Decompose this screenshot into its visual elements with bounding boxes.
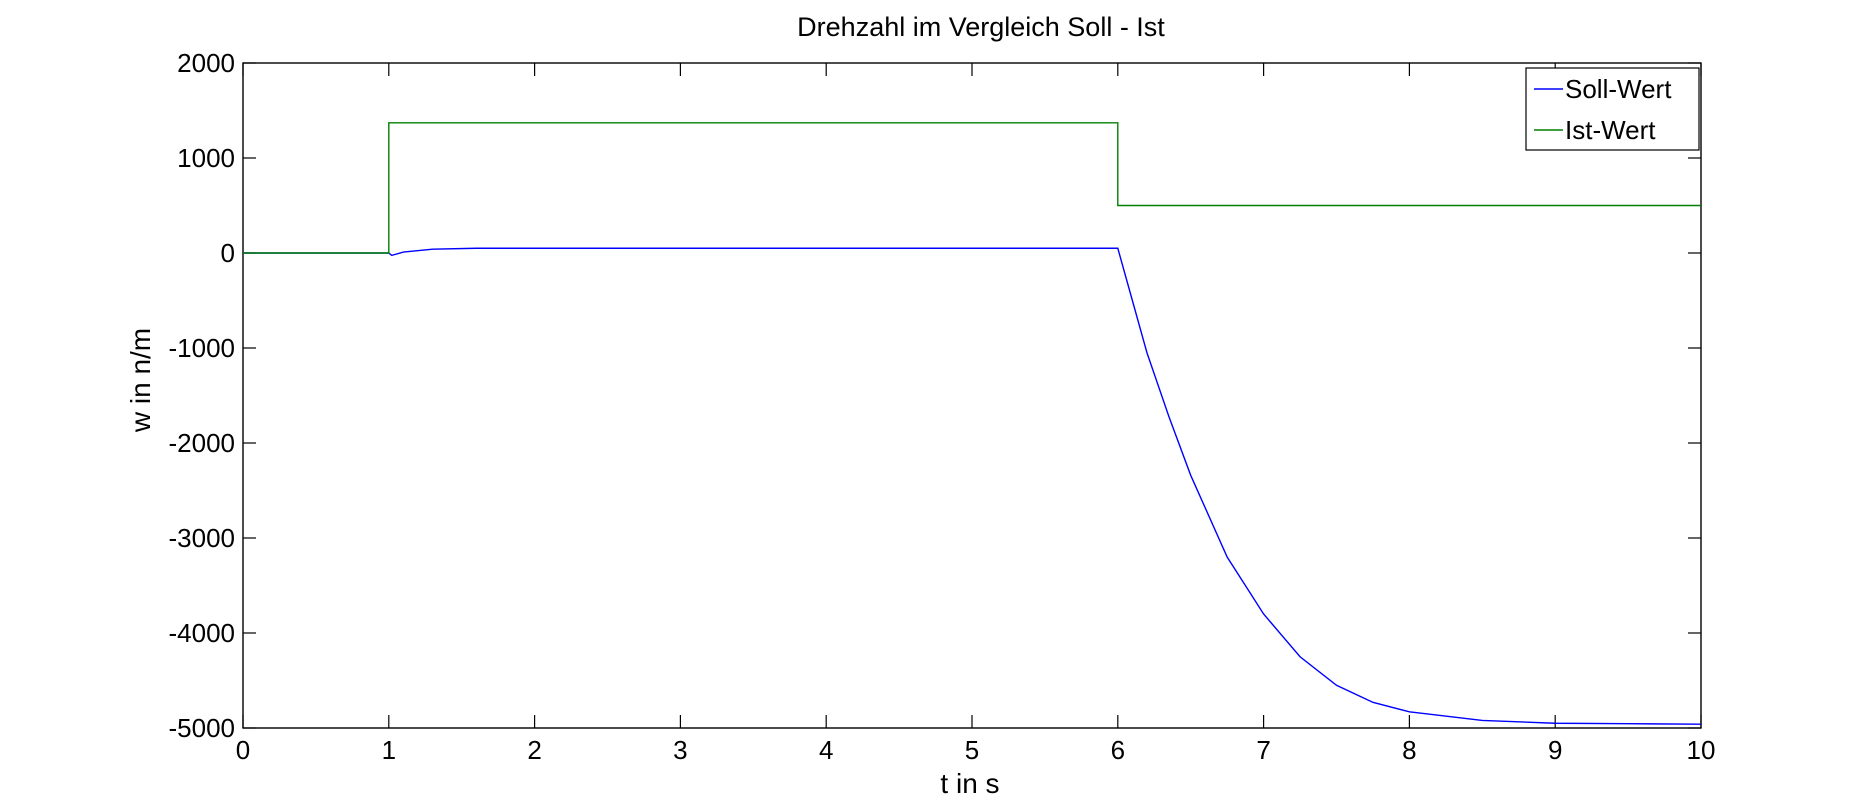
series-line-soll-wert xyxy=(243,247,1701,725)
y-tick-label: -5000 xyxy=(169,713,236,743)
chart-title: Drehzahl im Vergleich Soll - Ist xyxy=(797,12,1165,42)
x-tick-label: 6 xyxy=(1111,735,1125,765)
x-tick-label: 1 xyxy=(382,735,396,765)
y-tick-label: 1000 xyxy=(177,143,235,173)
legend-label: Soll-Wert xyxy=(1565,74,1672,104)
x-tick-label: 10 xyxy=(1687,735,1716,765)
x-tick-label: 7 xyxy=(1256,735,1270,765)
x-tick-label: 2 xyxy=(527,735,541,765)
x-axis-title: t in s xyxy=(940,768,999,799)
x-tick-label: 8 xyxy=(1402,735,1416,765)
axes-box xyxy=(242,62,1702,729)
x-tick-label: 5 xyxy=(965,735,979,765)
y-axis-title: w in n/m xyxy=(125,328,156,433)
x-tick-label: 0 xyxy=(236,735,250,765)
x-tick-label: 3 xyxy=(673,735,687,765)
legend-box xyxy=(1525,67,1700,151)
y-tick-label: -4000 xyxy=(169,618,236,648)
x-tick-label: 4 xyxy=(819,735,833,765)
legend-label: Ist-Wert xyxy=(1565,115,1656,145)
y-tick-label: -1000 xyxy=(169,333,236,363)
y-tick-label: 0 xyxy=(221,238,235,268)
y-tick-label: 2000 xyxy=(177,48,235,78)
legend: Soll-Wert Ist-Wert xyxy=(1525,67,1700,151)
y-tick-label: -2000 xyxy=(169,428,236,458)
series-line-ist-wert xyxy=(243,122,1701,254)
plot-area: 0 1 2 3 4 5 6 7 8 9 10 -5000 -4000 -3000 -2000 -1000 0 10… xyxy=(169,48,1716,765)
y-tick-label: -3000 xyxy=(169,523,236,553)
x-tick-label: 9 xyxy=(1548,735,1562,765)
